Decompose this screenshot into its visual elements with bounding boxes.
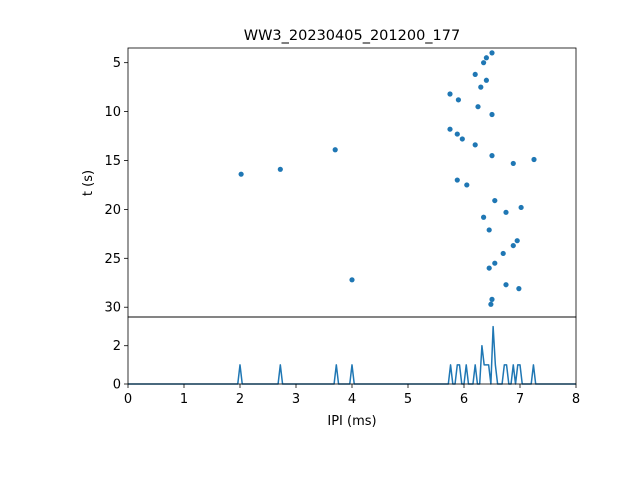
scatter-point xyxy=(349,277,354,282)
scatter-point xyxy=(489,50,494,55)
y-axis-label: t (s) xyxy=(81,170,96,196)
x-tick-label: 0 xyxy=(124,392,132,407)
scatter-point xyxy=(475,104,480,109)
scatter-point xyxy=(447,91,452,96)
scatter-point xyxy=(239,172,244,177)
x-tick-label: 6 xyxy=(460,392,468,407)
y-tick-label: 10 xyxy=(104,105,121,120)
scatter-point xyxy=(333,147,338,152)
scatter-point xyxy=(516,286,521,291)
scatter-point xyxy=(492,198,497,203)
scatter-point xyxy=(489,153,494,158)
x-axis-label: IPI (ms) xyxy=(327,414,376,429)
scatter-point xyxy=(455,177,460,182)
y-tick-label: 2 xyxy=(113,339,121,354)
scatter-point xyxy=(464,182,469,187)
chart-title: WW3_20230405_201200_177 xyxy=(244,28,460,44)
scatter-point xyxy=(278,167,283,172)
scatter-point xyxy=(487,265,492,270)
scatter-point xyxy=(511,243,516,248)
scatter-point xyxy=(484,78,489,83)
y-tick-label: 0 xyxy=(113,378,121,393)
y-tick-label: 5 xyxy=(113,56,121,71)
scatter-point xyxy=(447,127,452,132)
y-tick-label: 25 xyxy=(104,252,121,267)
scatter-point xyxy=(489,297,494,302)
scatter-point xyxy=(473,142,478,147)
y-tick-label: 30 xyxy=(104,301,121,316)
scatter-point xyxy=(511,161,516,166)
scatter-point xyxy=(501,251,506,256)
scatter-point xyxy=(489,112,494,117)
x-tick-label: 4 xyxy=(348,392,356,407)
scatter-point xyxy=(481,215,486,220)
scatter-point xyxy=(473,72,478,77)
x-tick-label: 5 xyxy=(404,392,412,407)
x-tick-label: 7 xyxy=(516,392,524,407)
scatter-point xyxy=(492,261,497,266)
x-tick-label: 1 xyxy=(180,392,188,407)
scatter-point xyxy=(519,205,524,210)
y-tick-label: 20 xyxy=(104,203,121,218)
scatter-point xyxy=(488,302,493,307)
scatter-point xyxy=(503,210,508,215)
scatter-point xyxy=(460,136,465,141)
x-tick-label: 8 xyxy=(572,392,580,407)
scatter-point xyxy=(456,97,461,102)
scatter-point xyxy=(515,238,520,243)
scatter-point xyxy=(484,55,489,60)
y-tick-label: 15 xyxy=(104,154,121,169)
scatter-point xyxy=(478,85,483,90)
x-tick-label: 3 xyxy=(292,392,300,407)
x-tick-label: 2 xyxy=(236,392,244,407)
scatter-point xyxy=(487,227,492,232)
scatter-point xyxy=(455,131,460,136)
scatter-point xyxy=(481,60,486,65)
scatter-point xyxy=(503,282,508,287)
scatter-point xyxy=(531,157,536,162)
